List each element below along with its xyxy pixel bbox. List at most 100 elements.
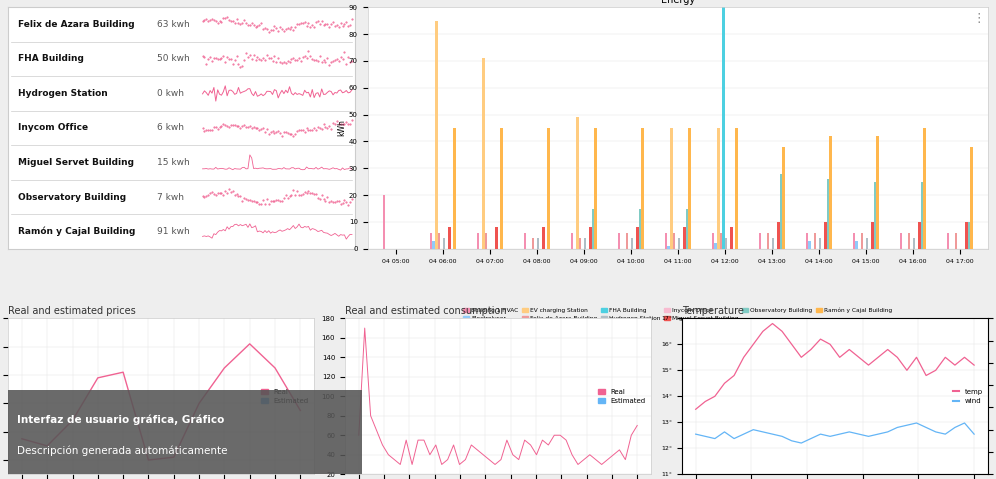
Text: Interfaz de usuario gráfica, Gráfico: Interfaz de usuario gráfica, Gráfico (17, 414, 224, 425)
Bar (443, 238, 445, 249)
Bar (453, 128, 456, 249)
Bar (871, 222, 873, 249)
Bar (866, 238, 869, 249)
Legend: Real, Estimated: Real, Estimated (259, 387, 311, 406)
Text: 15 kwh: 15 kwh (157, 158, 190, 167)
Text: FHA Building: FHA Building (18, 55, 85, 63)
Bar (714, 243, 717, 249)
Bar (437, 233, 440, 249)
Bar (625, 233, 628, 249)
Bar (918, 222, 920, 249)
Bar (856, 241, 859, 249)
Bar (636, 228, 638, 249)
Bar (641, 128, 643, 249)
Bar (477, 233, 479, 249)
Bar (579, 238, 582, 249)
Bar (678, 238, 680, 249)
Bar (912, 238, 915, 249)
Legend: temp, wind: temp, wind (951, 387, 985, 405)
Bar (717, 128, 720, 249)
Text: ⋮: ⋮ (972, 12, 985, 25)
Bar (827, 179, 829, 249)
Bar (947, 233, 949, 249)
Bar (712, 233, 714, 249)
Text: Temperature: Temperature (682, 306, 744, 316)
Bar (618, 233, 621, 249)
Y-axis label: kWh: kWh (337, 120, 346, 137)
Bar (630, 238, 633, 249)
Bar (824, 222, 827, 249)
Bar (430, 233, 432, 249)
Text: Felix de Azara Building: Felix de Azara Building (18, 20, 135, 29)
Text: Ramón y Cajal Building: Ramón y Cajal Building (18, 227, 135, 236)
Bar (853, 233, 856, 249)
Bar (667, 246, 670, 249)
Bar (782, 147, 785, 249)
Bar (448, 228, 450, 249)
Bar (592, 208, 595, 249)
Bar (920, 182, 923, 249)
Bar (722, 7, 725, 249)
Text: Inycom Office: Inycom Office (18, 124, 89, 133)
Bar (861, 233, 864, 249)
Legend: Building 1 HVAC, Electrolyser, EV charging Station, Felix de Azara Building, FHA: Building 1 HVAC, Electrolyser, EV chargi… (461, 305, 894, 323)
Text: Real and estimated consumption: Real and estimated consumption (345, 306, 507, 316)
Bar (382, 195, 385, 249)
Bar (967, 222, 970, 249)
Bar (672, 233, 675, 249)
Text: 91 kwh: 91 kwh (157, 227, 190, 236)
Bar (725, 238, 727, 249)
Bar (589, 228, 592, 249)
Text: 6 kwh: 6 kwh (157, 124, 184, 133)
Legend: Real, Estimated: Real, Estimated (596, 387, 647, 406)
Bar (524, 233, 527, 249)
Bar (683, 228, 685, 249)
Bar (571, 233, 574, 249)
Bar (759, 233, 762, 249)
Bar (542, 228, 545, 249)
Text: Descripción generada automáticamente: Descripción generada automáticamente (17, 445, 227, 456)
Bar (688, 128, 690, 249)
Bar (970, 147, 973, 249)
Bar (584, 238, 587, 249)
Bar (873, 182, 876, 249)
Bar (876, 136, 878, 249)
Text: 50 kwh: 50 kwh (157, 55, 190, 63)
Bar (547, 128, 550, 249)
Bar (532, 238, 534, 249)
Bar (495, 228, 498, 249)
Bar (665, 233, 667, 249)
Bar (965, 222, 967, 249)
Bar (819, 238, 822, 249)
Bar (954, 233, 957, 249)
Text: Real and estimated prices: Real and estimated prices (8, 306, 135, 316)
Title: Energy: Energy (660, 0, 695, 5)
Bar (638, 208, 641, 249)
Bar (806, 233, 809, 249)
Bar (829, 136, 832, 249)
Bar (767, 233, 769, 249)
Bar (777, 222, 780, 249)
Bar (482, 58, 485, 249)
Bar (432, 241, 435, 249)
Bar (670, 128, 672, 249)
Bar (772, 238, 774, 249)
Text: Observatory Building: Observatory Building (18, 193, 126, 202)
Bar (595, 128, 597, 249)
Bar (780, 173, 782, 249)
Bar (923, 128, 925, 249)
Text: 63 kwh: 63 kwh (157, 20, 190, 29)
Bar (720, 233, 722, 249)
Bar (814, 233, 817, 249)
Bar (809, 241, 811, 249)
Bar (500, 128, 503, 249)
Bar (576, 117, 579, 249)
Text: 7 kwh: 7 kwh (157, 193, 184, 202)
Bar (730, 228, 732, 249)
Bar (900, 233, 902, 249)
Bar (685, 208, 688, 249)
Bar (485, 233, 487, 249)
Text: 0 kwh: 0 kwh (157, 89, 184, 98)
Bar (435, 21, 437, 249)
Bar (907, 233, 910, 249)
